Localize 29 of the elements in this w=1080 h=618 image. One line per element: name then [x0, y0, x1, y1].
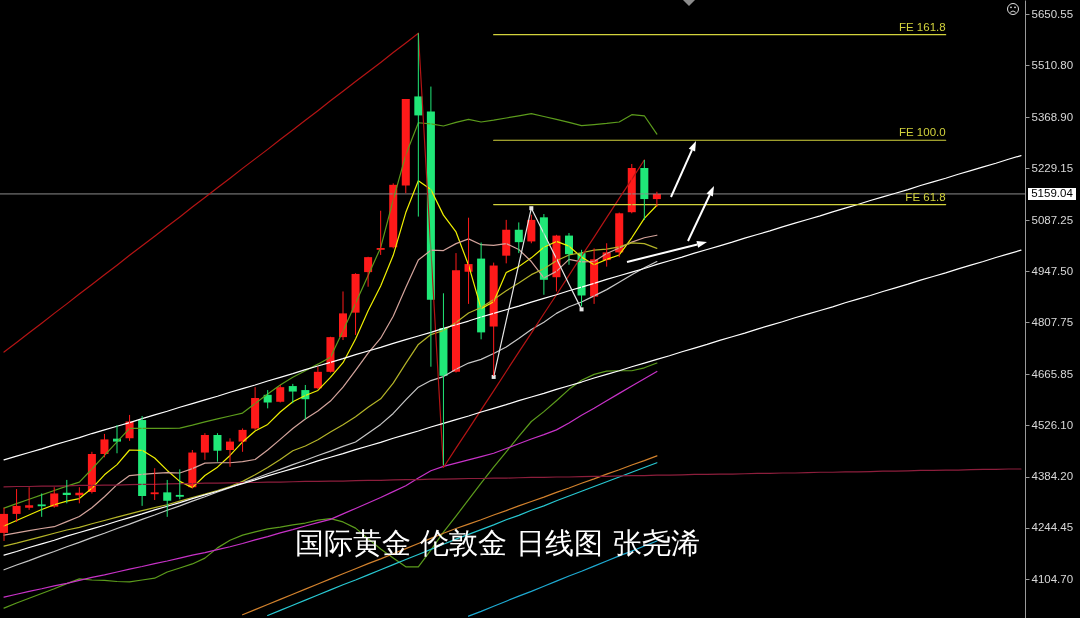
candlestick	[163, 479, 172, 518]
candlestick	[288, 383, 297, 404]
ref-line-label: 5159.04	[1031, 186, 1074, 199]
line-series	[493, 207, 583, 378]
y-tick-label: 5368.90	[1031, 110, 1074, 123]
series-label: FE 61.8	[905, 190, 946, 203]
y-tick-label: 4947.50	[1031, 264, 1074, 277]
point	[529, 206, 534, 211]
y-tick-label: 4526.10	[1031, 418, 1074, 431]
line-series	[3, 468, 1022, 488]
y-tick-label: 5650.55	[1031, 7, 1074, 20]
candlestick	[37, 492, 46, 518]
y-tick-label: 4384.20	[1031, 470, 1074, 483]
y-tick-label: 5229.15	[1031, 161, 1074, 174]
line-series	[3, 249, 1022, 556]
y-tick-label: 4244.45	[1031, 521, 1074, 534]
y-tick-label: 5087.25	[1031, 213, 1074, 226]
line-series	[3, 155, 1022, 461]
point	[491, 374, 496, 379]
y-tick-label: 4665.85	[1031, 367, 1074, 380]
y-tick-label: 4104.70	[1031, 572, 1074, 585]
y-tick-label: 5510.80	[1031, 58, 1074, 71]
series-label: FE 161.8	[898, 20, 946, 33]
candlestick	[150, 467, 159, 501]
y-tick-label: 4807.75	[1031, 315, 1074, 328]
line-series	[3, 32, 645, 469]
series-label: FE 100.0	[898, 126, 946, 139]
candlestick	[175, 468, 184, 500]
point	[579, 307, 584, 312]
